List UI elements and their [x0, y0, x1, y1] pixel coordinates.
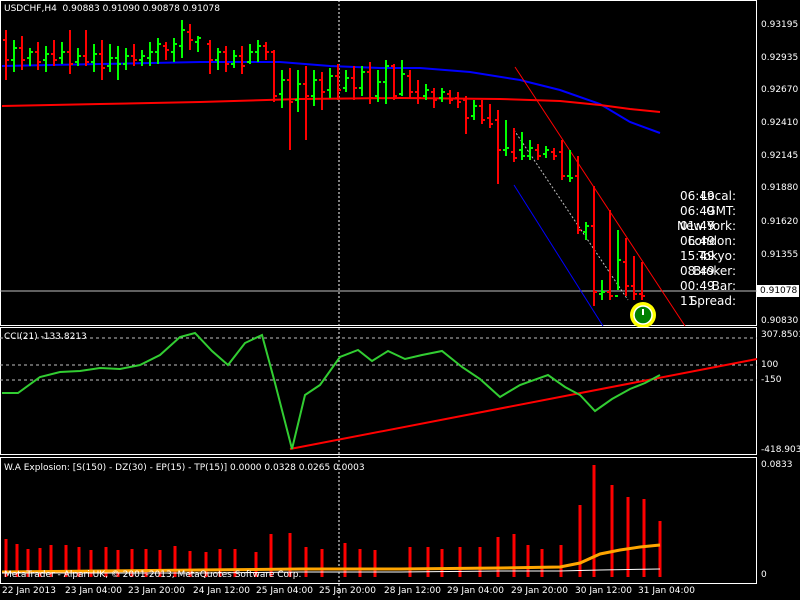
wa-explosion-pane[interactable]: W.A Explosion: [S(150) - DZ(30) - EP(15)…	[0, 457, 800, 584]
clock-label: Spread:	[689, 294, 736, 308]
wa-axis-top: 0.0833	[761, 460, 793, 470]
copyright-watermark: MetaTrader - Alpari UK, © 2001-2013, Met…	[4, 570, 302, 580]
time-axis-label: 22 Jan 2013	[2, 586, 56, 596]
trendline-lower	[513, 184, 604, 327]
price-axis-label: 0.91620	[761, 217, 799, 227]
price-axis-label: 0.91355	[761, 250, 799, 260]
cci-title: CCI(21) -133.8213	[4, 332, 87, 342]
price-axis-label: 0.91880	[761, 183, 799, 193]
wa-signal-line	[1, 543, 661, 574]
time-axis-label: 24 Jan 12:00	[193, 586, 250, 596]
trendline-upper	[514, 66, 686, 327]
price-axis-label: 0.93195	[761, 20, 799, 30]
cci-axis-bottom: -418.9034	[761, 445, 800, 455]
time-axis-label: 25 Jan 20:00	[319, 586, 376, 596]
clock-value: 06:49	[680, 204, 715, 218]
wa-title: W.A Explosion: [S(150) - DZ(30) - EP(15)…	[4, 463, 365, 473]
time-axis-label: 31 Jan 04:00	[638, 586, 695, 596]
clock-label: New York:	[677, 219, 736, 233]
cci-chart[interactable]	[0, 327, 800, 455]
clock-label: Local:	[700, 189, 736, 203]
cci-trendline	[289, 358, 758, 450]
clock-label: Broker:	[693, 264, 736, 278]
clock-value: 06:49	[680, 189, 715, 203]
clock-label: Tokyo:	[698, 249, 736, 263]
cci-axis-level-neg: -150	[761, 375, 782, 385]
time-axis-label: 23 Jan 04:00	[65, 586, 122, 596]
chart-title: USDCHF,H4 0.90883 0.91090 0.90878 0.9107…	[4, 4, 220, 14]
clock-value: 01:49	[680, 219, 715, 233]
time-axis-label: 25 Jan 04:00	[256, 586, 313, 596]
wa-deadzone-line	[2, 568, 661, 574]
price-axis-label: 0.90830	[761, 316, 799, 326]
time-axis-label: 30 Jan 12:00	[575, 586, 632, 596]
clock-value: 00:49	[680, 279, 715, 293]
clock-label: GMT:	[706, 204, 736, 218]
clock-value: 11	[680, 294, 696, 308]
wa-axis-bottom: 0	[761, 570, 767, 580]
cci-plot-area[interactable]	[0, 327, 757, 455]
price-axis-label: 0.92410	[761, 118, 799, 128]
clock-label: Bar:	[711, 279, 736, 293]
time-axis-label: 23 Jan 20:00	[128, 586, 185, 596]
time-axis-label: 29 Jan 04:00	[447, 586, 504, 596]
cci-pane[interactable]: CCI(21) -133.8213 307.8501 100 -150 -418…	[0, 327, 800, 455]
price-axis-label: 0.92145	[761, 151, 799, 161]
clock-panel: Local: 06:49 GMT: 06:49 New York: 01:49 London…	[676, 189, 736, 314]
clock-value: 08:49	[680, 264, 715, 278]
cci-line	[2, 331, 661, 450]
current-price-label: 0.91078	[757, 285, 799, 297]
price-axis-label: 0.92935	[761, 53, 799, 63]
time-axis-label: 29 Jan 20:00	[511, 586, 568, 596]
clock-label: London:	[687, 234, 736, 248]
moving-average-slow	[1, 96, 661, 113]
wa-explosion-chart[interactable]	[0, 457, 800, 584]
time-axis-label: 28 Jan 12:00	[384, 586, 441, 596]
clock-value: 06:49	[680, 234, 715, 248]
price-axis-label: 0.92670	[761, 85, 799, 95]
cci-axis-level-pos: 100	[761, 360, 779, 370]
wa-plot-area[interactable]	[0, 457, 757, 584]
cci-axis-top: 307.8501	[761, 330, 800, 340]
alarm-clock-icon[interactable]	[628, 300, 658, 330]
price-plot-area[interactable]	[0, 0, 757, 326]
clock-value: 15:49	[680, 249, 715, 263]
